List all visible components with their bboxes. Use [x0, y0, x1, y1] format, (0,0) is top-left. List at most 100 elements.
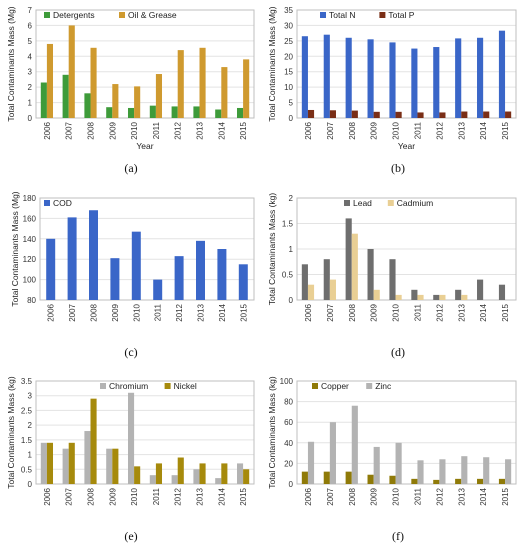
bar-zinc-2010: [395, 442, 402, 484]
x-tick-label: 2013: [457, 121, 466, 139]
bar-chromium-2006: [40, 442, 47, 484]
bar-nickel-2015: [243, 469, 250, 484]
x-tick-label: 2008: [90, 303, 99, 321]
legend-entry: Cadmium: [397, 198, 433, 208]
bar-chromium-2014: [215, 478, 222, 484]
y-tick-label: 5: [289, 99, 294, 108]
x-tick-label: 2007: [65, 121, 74, 139]
bar-zinc-2006: [307, 441, 315, 484]
x-tick-label: 2006: [43, 121, 52, 139]
bar-cod-2006: [46, 238, 56, 300]
x-tick-label: 2010: [392, 303, 401, 321]
bar-total-p-2012: [439, 112, 446, 118]
y-tick-label: 1.5: [282, 220, 294, 229]
bar-total-n-2008: [345, 37, 352, 119]
y-tick-label: 15: [284, 68, 293, 77]
x-tick-label: 2006: [47, 303, 56, 321]
bar-zinc-2013: [461, 456, 468, 484]
y-tick-label: 1: [28, 451, 33, 460]
bar-total-n-2007: [323, 34, 330, 118]
y-tick-label: 2: [289, 194, 294, 203]
bar-total-p-2009: [373, 111, 380, 118]
y-axis-label: Total Contaminants Mass (Mg): [267, 6, 277, 121]
plot-area: [35, 9, 255, 119]
x-tick-label: 2015: [501, 487, 510, 505]
bar-copper-2014: [477, 478, 484, 484]
bar-total-p-2008: [351, 110, 358, 118]
bar-detergents-2015: [236, 107, 244, 118]
bar-detergents-2011: [149, 105, 156, 118]
x-tick-label: 2008: [87, 487, 96, 505]
bar-chromium-2007: [62, 448, 69, 484]
y-tick-label: 0: [28, 114, 33, 123]
bar-nickel-2012: [177, 457, 184, 484]
y-tick-label: 100: [280, 377, 294, 386]
plot-area: [296, 197, 517, 301]
y-tick-label: 120: [23, 255, 37, 264]
bar-cod-2014: [217, 249, 227, 300]
bar-total-n-2012: [433, 47, 440, 118]
bar-oil-grease-2012: [177, 50, 184, 118]
plot-area: [35, 380, 255, 485]
bar-oil-grease-2013: [199, 47, 206, 118]
bar-copper-2011: [411, 478, 418, 484]
y-tick-label: 20: [284, 52, 293, 61]
bar-cod-2008: [89, 210, 98, 300]
x-tick-label: 2012: [174, 487, 183, 505]
x-tick-label: 2011: [413, 121, 422, 139]
x-tick-label: 2015: [239, 303, 248, 321]
y-tick-label: 7: [28, 6, 33, 15]
x-tick-label: 2015: [501, 303, 510, 321]
y-tick-label: 2: [28, 421, 33, 430]
bar-detergents-2009: [106, 107, 113, 118]
bar-lead-2014: [477, 279, 484, 300]
bar-nickel-2010: [134, 466, 141, 484]
bar-total-p-2014: [483, 111, 490, 118]
x-tick-label: 2015: [239, 487, 248, 505]
x-tick-label: 2014: [479, 487, 488, 505]
bar-zinc-2012: [439, 459, 446, 484]
bar-total-p-2015: [505, 111, 512, 118]
y-tick-label: 20: [284, 459, 293, 468]
x-tick-label: 2006: [304, 487, 313, 505]
legend-entry: Zinc: [375, 381, 392, 391]
legend-entry: COD: [53, 198, 72, 208]
bar-oil-grease-2011: [155, 74, 163, 118]
bar-cadmium-2008: [351, 233, 358, 300]
y-tick-label: 0: [289, 480, 294, 489]
bar-copper-2009: [367, 474, 374, 484]
y-tick-label: 3: [28, 392, 33, 401]
y-tick-label: 6: [28, 21, 33, 30]
bar-total-p-2013: [461, 111, 468, 118]
bar-lead-2006: [301, 264, 308, 300]
legend-entry: Detergents: [53, 10, 95, 20]
bar-chromium-2008: [84, 431, 91, 484]
legend-entry: Copper: [321, 381, 349, 391]
legend-swatch: [379, 12, 386, 18]
plot-area: [39, 197, 255, 301]
bar-nickel-2014: [221, 463, 228, 484]
legend-entry: Nickel: [174, 381, 197, 391]
y-tick-label: 140: [23, 235, 37, 244]
bar-total-n-2013: [455, 38, 462, 118]
bar-cadmium-2009: [373, 289, 380, 300]
x-tick-label: 2011: [152, 487, 161, 505]
y-axis-label: Total Contaminants Mass (kg): [267, 193, 277, 306]
x-tick-label: 2010: [392, 121, 401, 139]
x-tick-label: 2011: [413, 303, 422, 321]
bar-nickel-2009: [112, 448, 119, 484]
legend-swatch: [312, 383, 318, 389]
y-tick-label: 0: [289, 114, 294, 123]
legend-entry: Oil & Grease: [128, 10, 177, 20]
bar-total-n-2009: [367, 39, 374, 118]
y-tick-label: 5: [28, 37, 33, 46]
x-tick-label: 2014: [217, 121, 226, 139]
x-tick-label: 2012: [435, 303, 444, 321]
bar-copper-2006: [301, 471, 308, 484]
bar-lead-2015: [498, 284, 506, 300]
bar-detergents-2010: [127, 107, 135, 118]
panel-label: (b): [391, 161, 405, 175]
bar-cod-2015: [238, 264, 248, 300]
bar-total-p-2010: [395, 111, 402, 118]
x-tick-label: 2007: [326, 303, 335, 321]
